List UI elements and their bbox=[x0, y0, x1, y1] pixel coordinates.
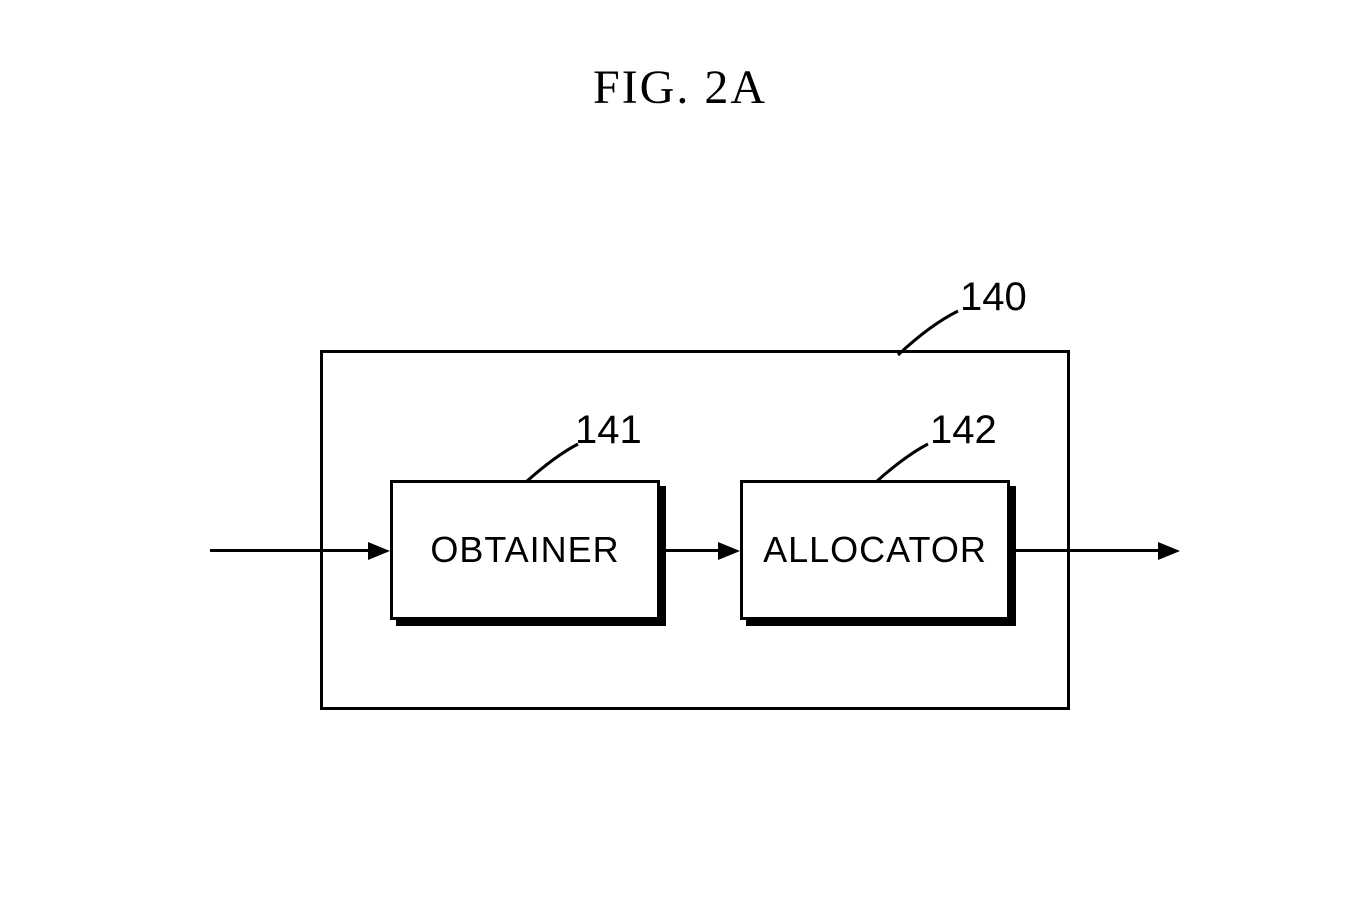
ref-label-141: 141 bbox=[575, 408, 642, 453]
arrow-in bbox=[210, 549, 368, 552]
arrow-out-head bbox=[1158, 542, 1180, 560]
arrow-in-head bbox=[368, 542, 390, 560]
obtainer-label: OBTAINER bbox=[430, 529, 619, 571]
arrow-mid bbox=[660, 549, 718, 552]
arrow-mid-head bbox=[718, 542, 740, 560]
ref-label-140: 140 bbox=[960, 275, 1027, 320]
block-diagram: OBTAINER ALLOCATOR 140 141 142 bbox=[200, 350, 1070, 710]
ref-label-142: 142 bbox=[930, 408, 997, 453]
obtainer-block: OBTAINER bbox=[390, 480, 660, 620]
figure-title: FIG. 2A bbox=[593, 60, 767, 115]
arrow-out bbox=[1010, 549, 1158, 552]
allocator-block: ALLOCATOR bbox=[740, 480, 1010, 620]
allocator-label: ALLOCATOR bbox=[763, 529, 987, 571]
